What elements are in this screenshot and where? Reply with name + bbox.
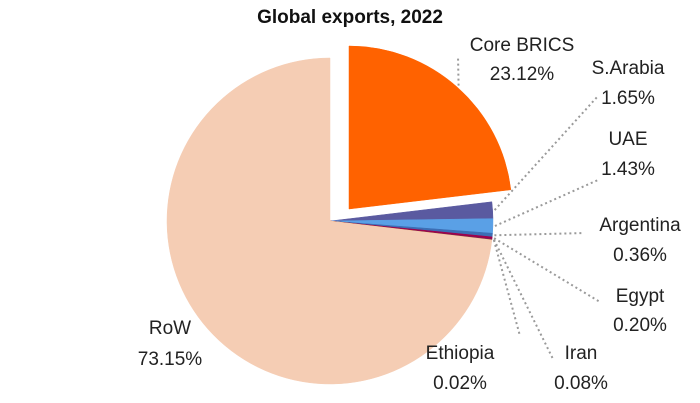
slice-value-label-ethiopia: 0.02% <box>433 373 487 394</box>
slice-name-label-row: RoW <box>149 318 191 339</box>
slice-value-label-iran: 0.08% <box>554 373 608 394</box>
leader-line-uae <box>494 179 599 227</box>
slice-name-label-ethiopia: Ethiopia <box>426 343 495 364</box>
leader-line-s-arabia <box>493 95 599 211</box>
slice-value-label-egypt: 0.20% <box>613 315 667 336</box>
slice-name-label-egypt: Egypt <box>616 286 665 307</box>
slice-value-label-row: 73.15% <box>138 349 203 370</box>
pie-slices <box>166 45 512 385</box>
slice-name-label-s-arabia: S.Arabia <box>592 58 665 79</box>
slice-value-label-core-brics: 23.12% <box>490 64 555 85</box>
slice-row <box>166 57 493 385</box>
chart-title: Global exports, 2022 <box>257 7 443 28</box>
slice-value-label-s-arabia: 1.65% <box>601 88 655 109</box>
slice-labels: Core BRICS 23.12% S.Arabia 1.65% UAE 1.43% Arg… <box>138 35 681 394</box>
leader-line-core-brics <box>457 55 460 86</box>
leader-line-iran <box>493 239 554 360</box>
leader-line-ethiopia <box>492 239 521 337</box>
slice-core-brics <box>348 45 512 210</box>
slice-value-label-argentina: 0.36% <box>613 245 667 266</box>
slice-name-label-argentina: Argentina <box>599 215 681 236</box>
leader-line-argentina <box>494 232 585 237</box>
leader-lines <box>457 55 601 360</box>
slice-name-label-core-brics: Core BRICS <box>470 35 575 56</box>
leader-line-egypt <box>493 237 601 303</box>
slice-name-label-uae: UAE <box>608 129 647 150</box>
slice-value-label-uae: 1.43% <box>601 159 655 180</box>
slice-name-label-iran: Iran <box>565 343 598 364</box>
